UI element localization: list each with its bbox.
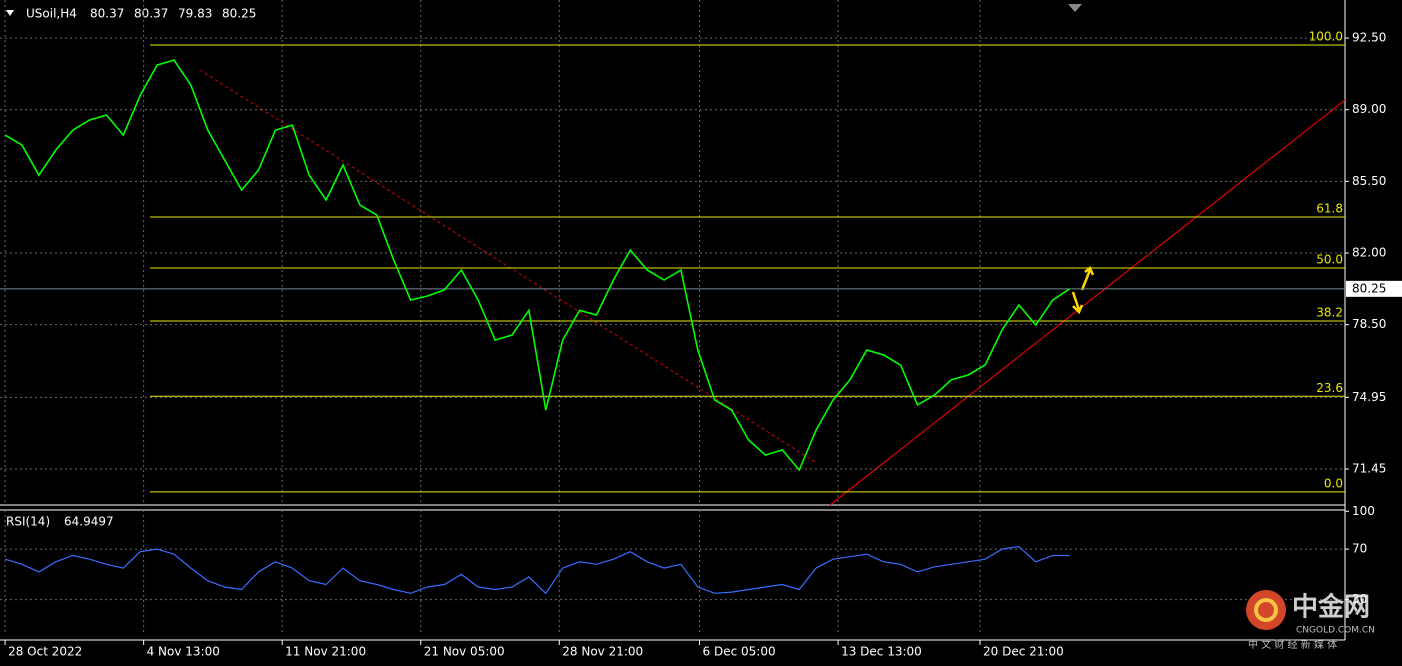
- x-tick-label: 21 Nov 05:00: [424, 645, 505, 659]
- last-price-box: [1346, 280, 1402, 297]
- menu-triangle: [6, 10, 14, 16]
- fib-label: 0.0: [1324, 476, 1343, 490]
- close: 80.25: [222, 7, 256, 21]
- watermark-brand: 中金网: [1292, 592, 1370, 623]
- fib-label: 38.2: [1316, 305, 1343, 319]
- x-tick-label: 6 Dec 05:00: [703, 645, 776, 659]
- x-tick-label: 20 Dec 21:00: [983, 645, 1064, 659]
- price-line: [4, 59, 1071, 472]
- symbol: USoil,H4: [26, 7, 77, 21]
- fib-label: 100.0: [1309, 30, 1343, 44]
- fib-label: 50.0: [1316, 252, 1343, 266]
- rsi-tick-label: 70: [1352, 542, 1367, 556]
- x-tick-label: 11 Nov 21:00: [285, 645, 366, 659]
- logo: [1246, 590, 1286, 630]
- y-tick-label: 89.00: [1352, 102, 1386, 116]
- y-tick-label: 78.50: [1352, 317, 1386, 331]
- scroll-marker: [1068, 4, 1082, 12]
- arrow-down: [1071, 291, 1084, 315]
- fib-label: 61.8: [1316, 201, 1343, 215]
- high: 80.37: [134, 7, 168, 21]
- x-tick-label: 28 Oct 2022: [8, 645, 82, 659]
- rsi-tick-label: 30: [1352, 592, 1367, 606]
- y-tick-label: 82.00: [1352, 246, 1386, 260]
- x-tick-label: 13 Dec 13:00: [841, 645, 922, 659]
- logo: [1254, 598, 1278, 622]
- watermark-site: CNGOLD.COM.CN: [1296, 626, 1375, 636]
- low: 79.83: [178, 7, 212, 21]
- rsi-tick-label: 100: [1352, 504, 1375, 518]
- rsi-line: [4, 545, 1070, 595]
- open: 80.37: [90, 7, 124, 21]
- watermark-tagline: 中 文 财 经 新 媒 体: [1248, 638, 1337, 651]
- rsi-value: 64.9497: [64, 515, 114, 529]
- x-tick-label: 28 Nov 21:00: [562, 645, 643, 659]
- trend-line: [829, 99, 1346, 506]
- y-tick-label: 71.45: [1352, 461, 1386, 475]
- fib-label: 23.6: [1316, 381, 1343, 395]
- last-price-label: 80.25: [1352, 281, 1386, 295]
- x-tick-label: 4 Nov 13:00: [147, 645, 220, 659]
- y-tick-label: 85.50: [1352, 174, 1386, 188]
- y-tick-label: 92.50: [1352, 31, 1386, 45]
- rsi-name: RSI(14): [6, 515, 50, 529]
- y-tick-label: 74.95: [1352, 390, 1386, 404]
